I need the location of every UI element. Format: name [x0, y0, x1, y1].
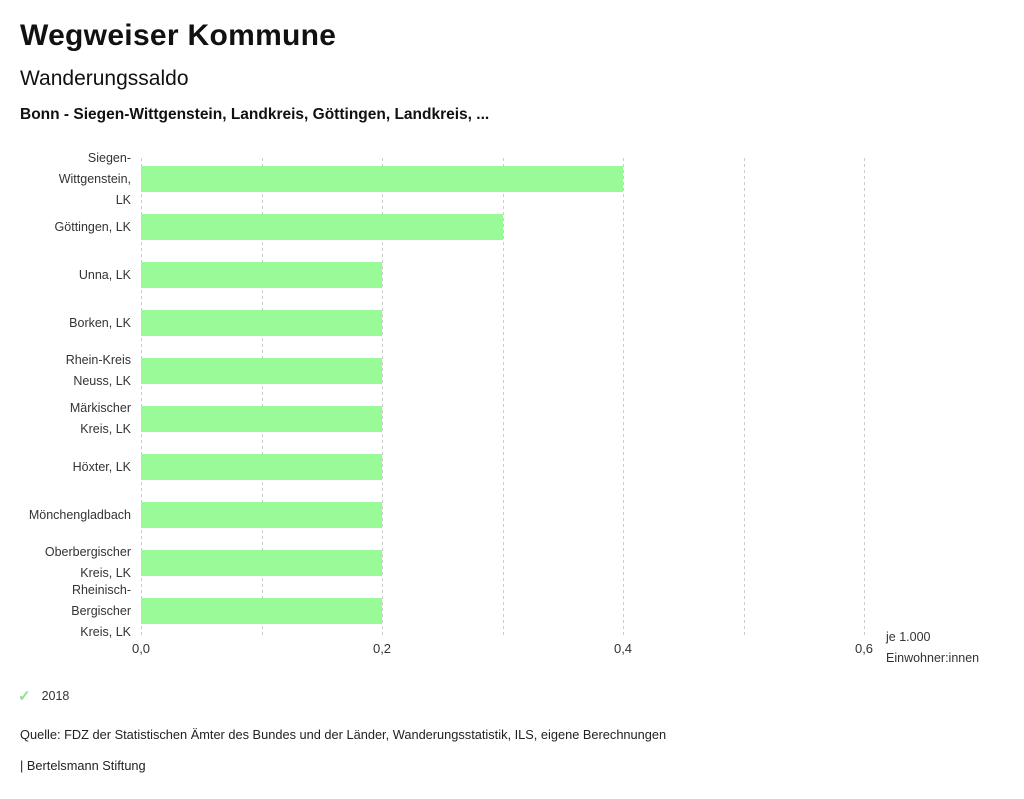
bar-track	[141, 251, 1024, 299]
category-label: Märkischer Kreis, LK	[69, 401, 131, 436]
chart-row: Unna, LK	[0, 251, 1024, 299]
check-icon: ✓	[18, 688, 31, 705]
source-text: Quelle: FDZ der Statistischen Ämter des …	[20, 727, 667, 742]
x-tick-label: 0,0	[131, 641, 151, 656]
chart-rows: Siegen- Wittgenstein, LK Göttingen, LK Unna,…	[0, 150, 1024, 639]
x-axis-unit-line2: Einwohner:innen	[886, 651, 980, 665]
chart-row: Höxter, LK	[0, 443, 1024, 491]
comparison-subtitle: Bonn - Siegen-Wittgenstein, Landkreis, G…	[20, 106, 490, 123]
value-bar[interactable]	[141, 454, 382, 480]
category-label: Borken, LK	[69, 315, 131, 330]
chart-title: Wanderungssaldo	[20, 67, 189, 90]
x-tick-label: 0,6	[854, 641, 874, 656]
category-label: Rhein-Kreis Neuss, LK	[65, 353, 131, 388]
header: Wegweiser Kommune Wanderungssaldo Bonn -…	[20, 18, 1004, 125]
gridline	[502, 158, 504, 637]
value-bar[interactable]	[141, 502, 382, 528]
chart-row: Siegen- Wittgenstein, LK	[0, 150, 1024, 207]
value-bar[interactable]	[141, 550, 382, 576]
category-label: Siegen- Wittgenstein, LK	[58, 150, 131, 207]
gridline	[864, 158, 865, 637]
category-label: Höxter, LK	[72, 459, 131, 474]
value-bar[interactable]	[141, 598, 382, 624]
x-tick-label: 0,2	[372, 641, 392, 656]
chart-row: Rheinisch- Bergischer Kreis, LK	[0, 582, 1024, 639]
chart-row: Märkischer Kreis, LK	[0, 395, 1024, 443]
bar-track	[141, 491, 1024, 539]
chart-row: Borken, LK	[0, 299, 1024, 347]
legend-item-2018[interactable]: ✓ 2018	[18, 687, 69, 705]
value-bar[interactable]	[141, 166, 623, 192]
gridline	[382, 158, 383, 637]
branding-text: | Bertelsmann Stiftung	[20, 758, 146, 773]
category-label: Göttingen, LK	[54, 219, 131, 234]
value-bar[interactable]	[141, 214, 503, 240]
bar-track	[141, 395, 1024, 443]
value-bar[interactable]	[141, 310, 382, 336]
x-axis-unit-label: je 1.000 Einwohner:innen	[886, 627, 979, 669]
bar-chart: Siegen- Wittgenstein, LK Göttingen, LK Unna,…	[0, 150, 1024, 680]
x-tick-label: 0,4	[613, 641, 633, 656]
chart-row: Göttingen, LK	[0, 203, 1024, 251]
x-axis-unit-line1: je 1.000	[886, 630, 931, 644]
bar-track	[141, 443, 1024, 491]
bar-track	[141, 203, 1024, 251]
chart-row: Oberbergischer Kreis, LK	[0, 539, 1024, 587]
category-label: Oberbergischer Kreis, LK	[44, 545, 131, 580]
legend-year-label: 2018	[41, 689, 70, 703]
value-bar[interactable]	[141, 358, 382, 384]
chart-row: Mönchengladbach	[0, 491, 1024, 539]
bar-track	[141, 155, 1024, 203]
category-label: Unna, LK	[78, 267, 131, 282]
bar-track	[141, 347, 1024, 395]
page-title: Wegweiser Kommune	[20, 19, 337, 52]
bar-track	[141, 539, 1024, 587]
bar-track	[141, 587, 1024, 635]
category-label: Rheinisch- Bergischer Kreis, LK	[71, 582, 131, 639]
gridline	[141, 158, 142, 637]
bar-track	[141, 299, 1024, 347]
category-label: Mönchengladbach	[28, 507, 131, 522]
value-bar[interactable]	[141, 262, 382, 288]
gridline	[261, 158, 263, 637]
value-bar[interactable]	[141, 406, 382, 432]
gridline	[743, 158, 745, 637]
gridline	[623, 158, 624, 637]
plot-area	[141, 158, 865, 637]
chart-row: Rhein-Kreis Neuss, LK	[0, 347, 1024, 395]
